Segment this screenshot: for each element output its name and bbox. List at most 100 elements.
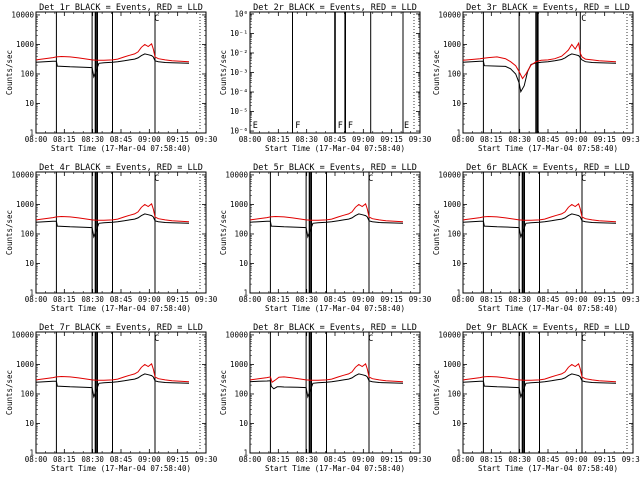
series-line-events: [462, 373, 617, 399]
series-line-events: [35, 373, 190, 399]
y-axis-label: Counts/sec: [5, 370, 14, 415]
panel-title: Det 9r BLACK = Events, RED = LLD: [466, 323, 630, 333]
x-tick-label: 08:15: [480, 455, 503, 464]
y-tick-label: 1000: [443, 40, 462, 49]
y-axis-label: Counts/sec: [219, 210, 228, 255]
panel-title: Det 6r BLACK = Events, RED = LLD: [466, 163, 630, 173]
y-tick-label: 1000: [230, 360, 249, 369]
y-tick-label: 1: [456, 129, 461, 138]
series-line-lld: [35, 202, 190, 223]
x-tick-label: 08:45: [324, 295, 347, 304]
segment-marker-label: C: [154, 14, 159, 24]
x-tick-label: 08:15: [53, 295, 76, 304]
x-tick-label: 08:00: [25, 295, 48, 304]
x-tick-label: 08:30: [508, 295, 531, 304]
series-line-events: [35, 213, 190, 239]
y-axis-label: Counts/sec: [432, 370, 441, 415]
segment-marker-label: F: [338, 121, 343, 131]
y-tick-label: 100: [20, 229, 34, 238]
x-tick-label: 08:00: [25, 455, 48, 464]
x-tick-label: 08:30: [81, 295, 104, 304]
x-tick-label: 09:00: [565, 295, 588, 304]
x-tick-label: 09:15: [380, 295, 403, 304]
x-tick-label: 08:00: [239, 455, 262, 464]
plot-frame: [249, 171, 421, 294]
y-axis-label: Counts/sec: [219, 370, 228, 415]
x-axis-label: Start Time (17-Mar-04 07:58:40): [478, 464, 618, 473]
x-tick-label: 08:30: [295, 295, 318, 304]
x-tick-label: 08:45: [110, 455, 133, 464]
x-tick-label: 09:00: [565, 455, 588, 464]
y-tick-label: 100: [20, 69, 34, 78]
y-tick-label: 10: [25, 419, 35, 428]
segment-marker-label: C: [581, 334, 586, 344]
y-tick-label: 10: [239, 419, 249, 428]
panel-det-2: Det 2r BLACK = Events, RED = LLD 08:00 08:…: [219, 3, 432, 153]
series-line-lld: [35, 42, 190, 63]
x-tick-label: 08:30: [295, 455, 318, 464]
y-tick-label: 10: [452, 99, 462, 108]
x-tick-label: 09:15: [593, 135, 616, 144]
x-tick-label: 08:45: [324, 455, 347, 464]
segment-marker-label: E: [253, 121, 258, 131]
x-tick-label: 09:30: [409, 135, 432, 144]
x-tick-label: 09:15: [166, 455, 189, 464]
x-tick-label: 08:45: [537, 135, 560, 144]
segment-marker-label: C: [154, 334, 159, 344]
x-tick-label: 09:00: [352, 135, 375, 144]
y-tick-label: 10⁻⁵: [230, 107, 248, 116]
x-tick-label: 08:15: [267, 295, 290, 304]
x-axis-label: Start Time (17-Mar-04 07:58:40): [265, 464, 405, 473]
y-axis-label: Counts/sec: [5, 210, 14, 255]
y-tick-label: 1000: [16, 200, 35, 209]
y-tick-label: 1: [29, 449, 34, 458]
x-tick-label: 08:15: [267, 135, 290, 144]
x-tick-label: 09:30: [195, 135, 218, 144]
y-tick-label: 10000: [225, 330, 248, 339]
y-axis-label: Counts/sec: [5, 50, 14, 95]
panel-title: Det 7r BLACK = Events, RED = LLD: [39, 323, 203, 333]
x-tick-label: 08:45: [110, 295, 133, 304]
x-tick-label: 09:00: [138, 295, 161, 304]
x-axis-label: Start Time (17-Mar-04 07:58:40): [265, 304, 405, 313]
y-axis-label: Counts/sec: [219, 50, 228, 95]
plot-frame: [35, 331, 207, 454]
plot-frame: [462, 11, 634, 134]
x-axis-label: Start Time (17-Mar-04 07:58:40): [51, 144, 191, 153]
panel-det-9: Det 9r BLACK = Events, RED = LLD 08:00 08:…: [432, 323, 640, 473]
x-tick-label: 09:00: [565, 135, 588, 144]
x-tick-label: 08:00: [239, 135, 262, 144]
y-tick-label: 10⁻³: [230, 68, 248, 77]
y-axis-label: Counts/sec: [432, 210, 441, 255]
panel-det-5: Det 5r BLACK = Events, RED = LLD 08:00 08:…: [219, 163, 432, 313]
x-tick-label: 09:15: [380, 135, 403, 144]
x-tick-label: 08:30: [508, 135, 531, 144]
panel-title: Det 8r BLACK = Events, RED = LLD: [253, 323, 417, 333]
x-tick-label: 08:30: [81, 455, 104, 464]
plot-frame: [35, 11, 207, 134]
y-tick-label: 10: [25, 259, 35, 268]
x-axis-label: Start Time (17-Mar-04 07:58:40): [51, 304, 191, 313]
x-tick-label: 08:15: [53, 455, 76, 464]
segment-marker-label: C: [581, 14, 586, 24]
panel-det-1: Det 1r BLACK = Events, RED = LLD 08:00 08:…: [5, 3, 218, 153]
x-axis-label: Start Time (17-Mar-04 07:58:40): [265, 144, 405, 153]
x-axis-label: Start Time (17-Mar-04 07:58:40): [478, 144, 618, 153]
x-tick-label: 08:00: [452, 455, 475, 464]
panel-title: Det 2r BLACK = Events, RED = LLD: [253, 3, 417, 13]
y-tick-label: 1: [29, 289, 34, 298]
x-tick-label: 09:15: [166, 135, 189, 144]
x-tick-label: 09:30: [195, 295, 218, 304]
x-tick-label: 09:30: [622, 135, 640, 144]
y-tick-label: 1000: [443, 200, 462, 209]
x-tick-label: 09:30: [409, 455, 432, 464]
series-line-events: [462, 53, 617, 94]
series-line-lld: [462, 362, 617, 383]
x-tick-label: 09:30: [195, 455, 218, 464]
y-tick-label: 1: [29, 129, 34, 138]
series-line-events: [249, 213, 404, 239]
x-tick-label: 08:45: [110, 135, 133, 144]
y-tick-label: 10⁻⁶: [230, 127, 248, 136]
y-tick-label: 100: [447, 389, 461, 398]
